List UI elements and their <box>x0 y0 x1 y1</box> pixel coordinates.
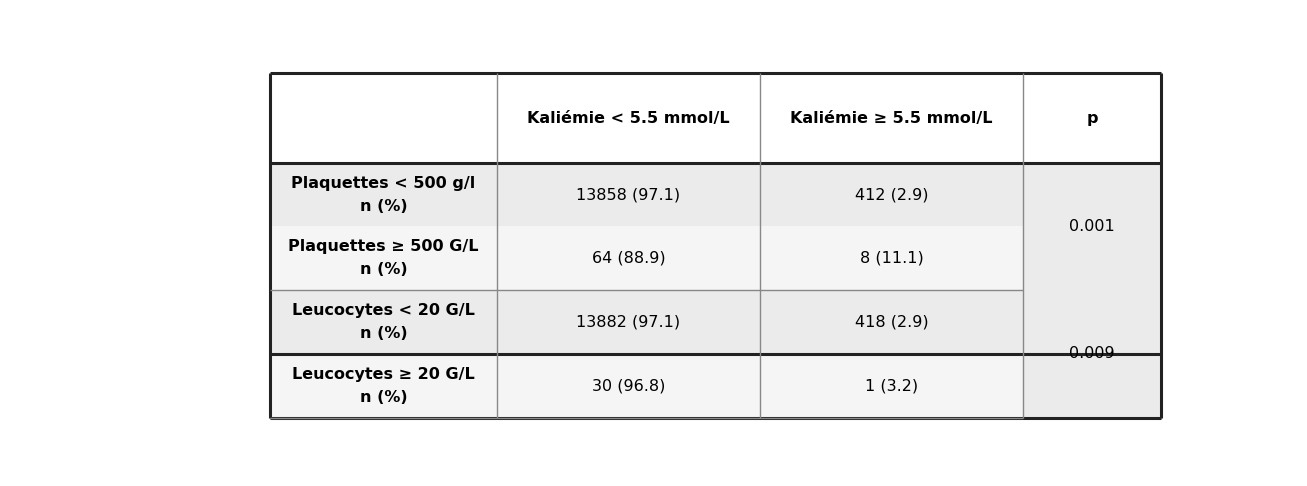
Text: n (%): n (%) <box>359 390 408 405</box>
Bar <box>269 290 1023 354</box>
Bar <box>269 226 1023 290</box>
Text: 64 (88.9): 64 (88.9) <box>592 251 665 266</box>
Text: n (%): n (%) <box>359 199 408 214</box>
Text: 418 (2.9): 418 (2.9) <box>855 314 928 330</box>
Bar <box>1023 163 1161 290</box>
Text: Leucocytes ≥ 20 G/L: Leucocytes ≥ 20 G/L <box>291 367 474 382</box>
Text: 0.001: 0.001 <box>1069 219 1115 234</box>
Text: Plaquettes ≥ 500 G/L: Plaquettes ≥ 500 G/L <box>288 240 478 254</box>
Text: 30 (96.8): 30 (96.8) <box>592 378 665 393</box>
Text: 412 (2.9): 412 (2.9) <box>855 187 928 202</box>
Text: Leucocytes < 20 G/L: Leucocytes < 20 G/L <box>291 303 474 318</box>
Text: 8 (11.1): 8 (11.1) <box>860 251 923 266</box>
Text: Kaliémie ≥ 5.5 mmol/L: Kaliémie ≥ 5.5 mmol/L <box>791 110 993 125</box>
Bar <box>269 354 1023 417</box>
Text: 13882 (97.1): 13882 (97.1) <box>576 314 681 330</box>
Text: n (%): n (%) <box>359 326 408 341</box>
Bar <box>269 163 1023 226</box>
Text: Kaliémie < 5.5 mmol/L: Kaliémie < 5.5 mmol/L <box>527 110 729 125</box>
Bar <box>1023 290 1161 417</box>
Text: p: p <box>1086 110 1098 125</box>
Text: 13858 (97.1): 13858 (97.1) <box>576 187 681 202</box>
Text: Plaquettes < 500 g/l: Plaquettes < 500 g/l <box>291 175 476 191</box>
Text: n (%): n (%) <box>359 262 408 278</box>
Text: 1 (3.2): 1 (3.2) <box>865 378 918 393</box>
Bar <box>269 73 1161 163</box>
Text: 0.009: 0.009 <box>1069 347 1115 362</box>
